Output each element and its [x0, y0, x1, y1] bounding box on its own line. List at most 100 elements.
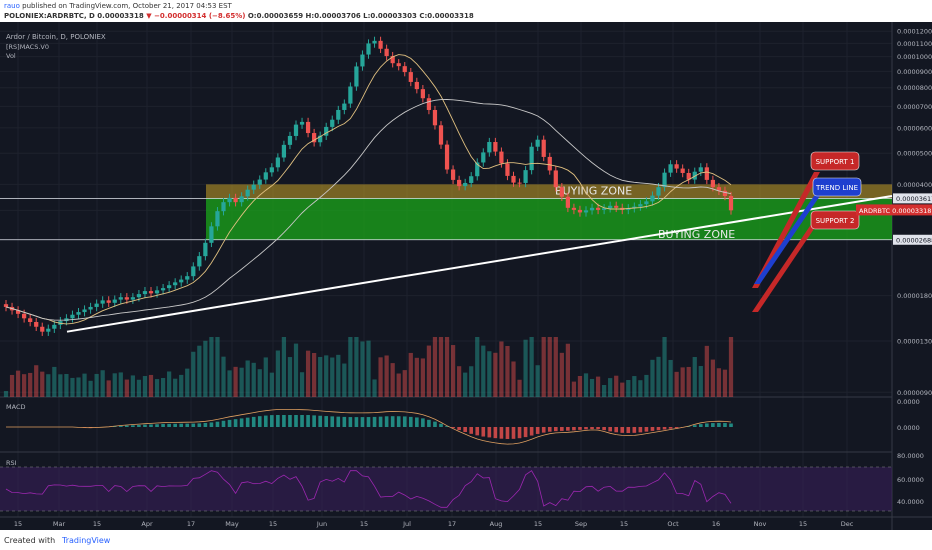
- volume-bar: [698, 366, 703, 397]
- volume-bar: [704, 345, 709, 397]
- volume-bar: [457, 366, 462, 397]
- candle-body: [432, 109, 438, 126]
- candle-body: [523, 170, 528, 183]
- volume-bar: [305, 350, 311, 397]
- macd-histogram-bar: [215, 421, 220, 427]
- macd-histogram-bar: [131, 425, 135, 427]
- volume-bar: [366, 340, 371, 397]
- volume-bar: [46, 374, 51, 397]
- rsi-tick-label: 40.0000: [897, 498, 924, 506]
- volume-bar: [553, 337, 558, 397]
- macd-histogram-bar: [427, 419, 431, 427]
- candle-body: [221, 202, 226, 212]
- candle-body: [22, 313, 27, 319]
- volume-bar: [215, 337, 220, 397]
- x-tick-label: Jul: [402, 520, 411, 528]
- volume-bar: [239, 367, 244, 397]
- macd-histogram-bar: [572, 427, 576, 431]
- macd-histogram-bar: [475, 427, 480, 436]
- volume-bar: [76, 377, 81, 397]
- candle-body: [269, 167, 274, 173]
- macd-histogram-bar: [541, 427, 546, 433]
- x-tick-label: 15: [799, 520, 807, 528]
- volume-bar: [650, 359, 655, 397]
- candle-body: [722, 190, 728, 196]
- macd-histogram-bar: [221, 420, 226, 427]
- macd-histogram-bar: [421, 418, 425, 427]
- candle-body: [420, 89, 425, 99]
- volume-bar: [354, 337, 359, 397]
- x-tick-label: Mar: [53, 520, 66, 528]
- candle-body: [82, 309, 87, 313]
- zone-label-upper: BUYING ZONE: [555, 184, 632, 197]
- x-tick-label: Nov: [754, 520, 767, 528]
- volume-bar: [722, 369, 728, 397]
- candle-body: [408, 72, 413, 82]
- current-price-tag: ARDRBTC 0.00003318: [859, 207, 931, 215]
- price-tag-box: [893, 193, 932, 204]
- macd-histogram-bar: [318, 415, 322, 427]
- macd-histogram-bar: [348, 417, 353, 427]
- candle-body: [426, 98, 432, 110]
- trend-line-label-box: [812, 177, 862, 197]
- candle-body: [257, 179, 262, 185]
- volume-bar: [602, 384, 607, 397]
- macd-histogram-bar: [698, 424, 703, 427]
- macd-histogram-bar: [257, 416, 262, 427]
- macd-histogram-bar: [596, 427, 600, 430]
- rsi-label: RSI: [6, 459, 17, 467]
- volume-bar: [15, 370, 21, 397]
- x-tick-label: 15: [360, 520, 368, 528]
- candle-body: [505, 163, 510, 176]
- candle-body: [692, 171, 697, 180]
- volume-bar: [686, 366, 691, 397]
- macd-histogram-bar: [149, 424, 153, 427]
- macd-histogram-bar: [632, 427, 637, 433]
- volume-bar: [614, 375, 619, 397]
- tradingview-logo[interactable]: TradingView: [62, 536, 111, 545]
- volume-bar: [475, 337, 480, 397]
- symbol-line: POLONIEX:ARDRBTC, D: [4, 12, 95, 20]
- candle-body: [46, 328, 51, 332]
- volume-bar: [390, 363, 395, 397]
- candle-body: [571, 207, 577, 210]
- macd-histogram-bar: [263, 415, 268, 427]
- macd-histogram-bar: [360, 417, 365, 427]
- candle-body: [463, 182, 468, 187]
- macd-histogram-bar: [288, 415, 292, 427]
- macd-histogram-bar: [626, 427, 631, 434]
- candle-body: [475, 162, 480, 177]
- volume-bar: [342, 363, 347, 397]
- candle-body: [674, 164, 679, 169]
- macd-histogram-bar: [602, 427, 606, 431]
- volume-bar: [124, 379, 129, 397]
- candle-body: [3, 304, 9, 307]
- author-link[interactable]: rauo: [4, 2, 20, 10]
- volume-bar: [112, 373, 117, 397]
- volume-bar: [535, 365, 540, 397]
- macd-histogram-bar: [251, 416, 256, 427]
- candle-body: [40, 326, 45, 332]
- rsi-tick-label: 80.0000: [897, 452, 924, 460]
- publish-info: published on TradingView.com, October 21…: [22, 2, 232, 10]
- buying-zone-upper: [206, 184, 892, 199]
- support-1-label: SUPPORT 1: [816, 158, 855, 166]
- macd-line: [6, 408, 732, 445]
- candle-body: [197, 256, 202, 267]
- macd-histogram-bar: [517, 427, 522, 439]
- volume-bar: [227, 370, 232, 397]
- price-change: −0.00000314 (−8.65%): [154, 12, 246, 20]
- volume-bar: [64, 374, 69, 397]
- volume-bar: [499, 341, 504, 397]
- created-with-label: Created with: [4, 536, 56, 545]
- price-chart[interactable]: BUYING ZONE BUYING ZONE SUPPORT 1 TREND LI…: [0, 22, 932, 530]
- candle-body: [710, 179, 715, 188]
- macd-histogram-bar: [354, 417, 359, 427]
- macd-histogram-bar: [578, 427, 582, 430]
- volume-bar: [589, 378, 595, 397]
- macd-histogram-bar: [469, 427, 474, 434]
- x-tick-label: 15: [14, 520, 22, 528]
